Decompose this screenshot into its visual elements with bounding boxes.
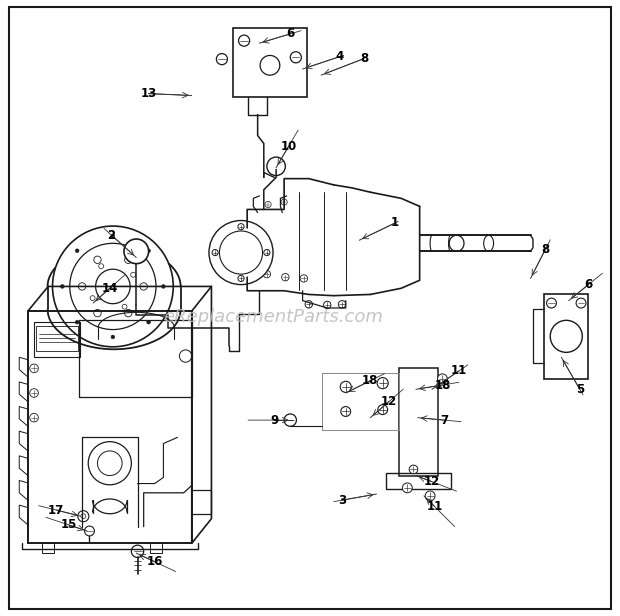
Circle shape	[238, 275, 244, 282]
Circle shape	[265, 201, 271, 208]
Text: 3: 3	[338, 493, 346, 507]
Circle shape	[125, 309, 132, 317]
Circle shape	[216, 54, 228, 65]
Circle shape	[219, 231, 262, 274]
Circle shape	[284, 414, 296, 426]
Circle shape	[162, 285, 166, 288]
Circle shape	[438, 374, 448, 384]
Circle shape	[30, 364, 38, 373]
Circle shape	[122, 304, 127, 309]
Circle shape	[97, 451, 122, 476]
Circle shape	[212, 249, 218, 256]
Circle shape	[238, 224, 244, 230]
Text: 16: 16	[146, 555, 163, 569]
Circle shape	[147, 320, 151, 324]
Bar	[42, 543, 55, 553]
Circle shape	[124, 239, 149, 264]
Circle shape	[290, 52, 301, 63]
Text: 8: 8	[541, 243, 549, 256]
Circle shape	[78, 511, 89, 522]
Circle shape	[264, 249, 270, 256]
Text: eReplacementParts.com: eReplacementParts.com	[163, 308, 383, 326]
Circle shape	[140, 283, 148, 290]
Text: 9: 9	[270, 413, 278, 427]
Circle shape	[239, 35, 250, 46]
Circle shape	[131, 545, 144, 557]
Circle shape	[88, 442, 131, 485]
Text: 18: 18	[362, 374, 379, 387]
Circle shape	[95, 269, 130, 304]
Text: 6: 6	[584, 278, 593, 291]
Circle shape	[409, 465, 418, 474]
Circle shape	[260, 55, 280, 75]
Bar	[399, 368, 438, 476]
Circle shape	[94, 309, 101, 317]
Circle shape	[340, 381, 352, 392]
Circle shape	[131, 272, 136, 277]
Circle shape	[125, 256, 132, 264]
Text: 11: 11	[451, 364, 467, 378]
Circle shape	[550, 320, 582, 352]
Bar	[36, 326, 78, 351]
Circle shape	[576, 298, 586, 308]
Circle shape	[30, 389, 38, 397]
Circle shape	[70, 243, 156, 330]
Bar	[150, 543, 162, 553]
Circle shape	[179, 350, 192, 362]
Text: 2: 2	[108, 229, 116, 242]
Circle shape	[61, 285, 64, 288]
Circle shape	[281, 274, 289, 281]
Circle shape	[111, 234, 115, 238]
Circle shape	[547, 298, 556, 308]
Text: 17: 17	[48, 503, 64, 517]
Circle shape	[147, 249, 151, 253]
Circle shape	[53, 226, 173, 347]
Circle shape	[324, 301, 331, 309]
Circle shape	[75, 320, 79, 324]
Circle shape	[84, 526, 94, 536]
Circle shape	[378, 405, 388, 415]
Text: 8: 8	[360, 52, 368, 65]
Text: 12: 12	[381, 395, 397, 408]
Bar	[233, 28, 307, 97]
Bar	[386, 473, 451, 489]
Circle shape	[281, 199, 287, 205]
Circle shape	[30, 413, 38, 422]
Text: 15: 15	[60, 518, 77, 532]
Circle shape	[223, 228, 272, 277]
Circle shape	[111, 335, 115, 339]
Circle shape	[75, 249, 79, 253]
Circle shape	[267, 157, 285, 176]
Circle shape	[402, 483, 412, 493]
Circle shape	[305, 301, 312, 308]
Circle shape	[300, 275, 308, 282]
Text: 7: 7	[440, 413, 448, 427]
Circle shape	[377, 378, 388, 389]
Circle shape	[339, 301, 346, 308]
Text: 1: 1	[391, 216, 399, 230]
Circle shape	[341, 407, 351, 416]
Text: 10: 10	[280, 140, 296, 153]
Circle shape	[230, 235, 264, 270]
Bar	[544, 294, 588, 379]
Text: 18: 18	[434, 378, 451, 392]
Bar	[34, 322, 80, 357]
Circle shape	[209, 221, 273, 285]
Circle shape	[239, 245, 255, 261]
Text: 11: 11	[427, 500, 443, 513]
Circle shape	[94, 256, 101, 264]
Text: 12: 12	[424, 475, 440, 488]
Text: 13: 13	[141, 87, 157, 100]
Circle shape	[99, 264, 104, 269]
Text: 5: 5	[576, 383, 584, 396]
Text: 14: 14	[102, 282, 118, 295]
Circle shape	[425, 491, 435, 501]
Circle shape	[263, 270, 270, 278]
Circle shape	[78, 283, 86, 290]
Circle shape	[81, 514, 86, 519]
Text: 4: 4	[335, 50, 343, 63]
Text: 6: 6	[286, 27, 294, 41]
Circle shape	[90, 296, 95, 301]
